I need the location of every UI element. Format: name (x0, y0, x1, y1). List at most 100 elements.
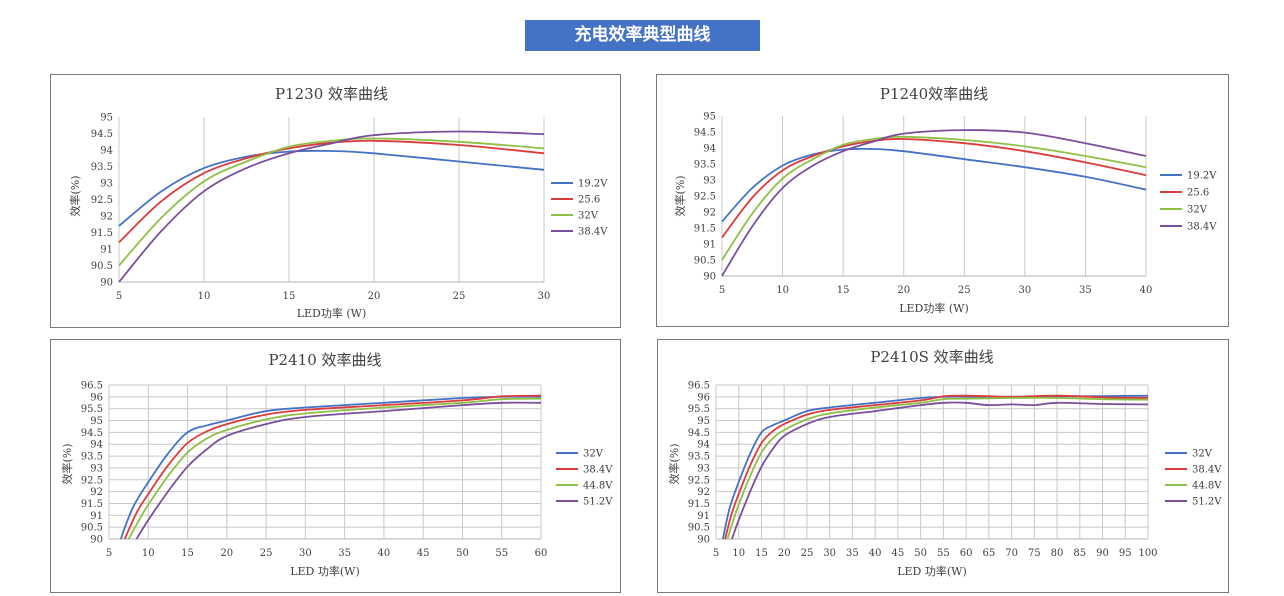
y-tick-label: 90.5 (694, 256, 716, 267)
x-tick-label: 25 (801, 548, 814, 559)
y-tick-label: 92.5 (688, 475, 710, 486)
y-tick-label: 91 (100, 245, 113, 256)
y-tick-label: 90 (703, 272, 716, 283)
x-tick-label: 15 (755, 548, 768, 559)
series-line-51.2V (731, 401, 1149, 540)
x-tick-label: 75 (1028, 548, 1041, 559)
x-tick-label: 85 (1073, 548, 1086, 559)
x-tick-label: 10 (142, 548, 155, 559)
x-axis-label: LED 功率(W) (897, 564, 967, 578)
x-tick-label: 60 (535, 548, 548, 559)
y-tick-label: 93 (697, 463, 710, 474)
series-line-25.6 (118, 139, 545, 244)
y-tick-label: 95.5 (688, 404, 710, 415)
y-tick-label: 96 (90, 392, 103, 403)
y-tick-label: 96.5 (688, 381, 710, 392)
x-tick-label: 70 (1005, 548, 1018, 559)
series-line-19.2V (721, 147, 1147, 223)
x-tick-label: 35 (846, 548, 859, 559)
x-tick-label: 30 (823, 548, 836, 559)
series-line-32V (721, 135, 1147, 261)
x-tick-label: 10 (732, 548, 745, 559)
x-tick-label: 55 (937, 548, 950, 559)
legend-label: 44.8V (1192, 481, 1222, 492)
x-tick-label: 5 (106, 548, 112, 559)
x-tick-label: 15 (283, 291, 296, 302)
legend-label: 38.4V (1192, 465, 1222, 476)
legend-label: 44.8V (583, 481, 613, 492)
x-tick-label: 40 (869, 548, 882, 559)
y-tick-label: 94 (100, 146, 113, 157)
y-tick-label: 92 (703, 208, 716, 219)
x-tick-label: 50 (914, 548, 927, 559)
series-line-44.8V (127, 397, 542, 540)
x-tick-label: 25 (260, 548, 273, 559)
x-tick-label: 30 (299, 548, 312, 559)
legend-label: 25.6 (1187, 188, 1209, 199)
x-tick-label: 10 (198, 291, 211, 302)
x-tick-label: 20 (897, 285, 910, 296)
x-tick-label: 40 (1140, 285, 1153, 296)
x-axis-label: LED功率 (W) (899, 301, 969, 315)
x-tick-label: 60 (960, 548, 973, 559)
y-tick-label: 95 (697, 416, 710, 427)
chart-svg-p1230: P1230 效率曲线 90 90.5 91 91.5 92 92.5 93 93.5 94 94.5… (68, 85, 608, 320)
y-tick-label: 90.5 (91, 261, 113, 272)
x-tick-label: 90 (1096, 548, 1109, 559)
x-tick-label: 45 (417, 548, 430, 559)
y-tick-label: 93.5 (91, 162, 113, 173)
y-tick-label: 96.5 (81, 381, 103, 392)
series-line-19.2V (118, 149, 545, 227)
legend-label: 32V (578, 211, 599, 222)
series-line-38.4V (724, 394, 1149, 540)
y-tick-label: 93 (100, 179, 113, 190)
series-line-32V (119, 395, 542, 540)
y-tick-label: 96 (697, 392, 710, 403)
x-tick-label: 20 (778, 548, 791, 559)
y-tick-label: 91.5 (694, 224, 716, 235)
y-tick-label: 95.5 (81, 404, 103, 415)
x-tick-label: 50 (456, 548, 469, 559)
x-tick-label: 20 (220, 548, 233, 559)
y-tick-label: 92 (90, 487, 103, 498)
y-tick-label: 94 (703, 144, 716, 155)
legend-label: 38.4V (583, 465, 613, 476)
x-tick-label: 25 (958, 285, 971, 296)
series-line-44.8V (726, 396, 1149, 540)
y-tick-label: 92.5 (694, 192, 716, 203)
series-line-25.6 (721, 138, 1147, 239)
y-tick-label: 92 (697, 487, 710, 498)
x-tick-label: 5 (713, 548, 719, 559)
series-line-38.4V (721, 129, 1147, 277)
y-tick-label: 91 (90, 511, 103, 522)
chart-panel-p2410: P2410 效率曲线 90 90.5 91 91.5 92 92.5 93 93.5 94 94.5… (50, 339, 621, 593)
y-axis-label: 效率(%) (667, 443, 681, 484)
x-tick-label: 100 (1138, 548, 1157, 559)
y-tick-label: 93.5 (688, 452, 710, 463)
chart-panel-p1230: P1230 效率曲线 90 90.5 91 91.5 92 92.5 93 93.5 94 94.5… (50, 74, 621, 328)
y-tick-label: 94.5 (694, 128, 716, 139)
y-tick-label: 95 (90, 416, 103, 427)
x-tick-label: 95 (1119, 548, 1132, 559)
y-tick-label: 93.5 (81, 452, 103, 463)
x-tick-label: 35 (338, 548, 351, 559)
x-tick-label: 30 (1018, 285, 1031, 296)
x-tick-label: 80 (1051, 548, 1064, 559)
x-tick-label: 20 (368, 291, 381, 302)
y-tick-label: 94.5 (688, 428, 710, 439)
x-tick-label: 30 (538, 291, 551, 302)
y-tick-label: 90 (697, 535, 710, 546)
y-tick-label: 91 (703, 240, 716, 251)
chart-title: P2410S 效率曲线 (870, 348, 993, 366)
y-tick-label: 95 (703, 112, 716, 123)
x-tick-label: 15 (181, 548, 194, 559)
page-title-banner: 充电效率典型曲线 (525, 20, 760, 51)
legend-label: 19.2V (1187, 171, 1217, 182)
y-tick-label: 91.5 (81, 499, 103, 510)
y-tick-label: 91.5 (91, 228, 113, 239)
legend-label: 38.4V (1187, 222, 1217, 233)
x-tick-label: 55 (495, 548, 508, 559)
x-tick-label: 5 (719, 285, 725, 296)
y-tick-label: 90 (100, 278, 113, 289)
chart-title: P2410 效率曲线 (268, 351, 381, 369)
